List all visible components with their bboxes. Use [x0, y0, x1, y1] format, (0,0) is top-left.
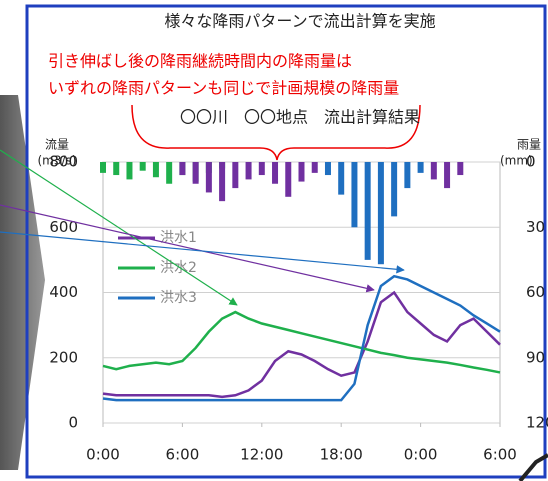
pointer-arrow [0, 149, 238, 306]
y2-tick-label: 0 [526, 153, 536, 171]
rain-bar [113, 162, 120, 176]
legend-label: 洪水3 [160, 290, 197, 306]
rain-bar [298, 162, 305, 182]
rain-bar [338, 162, 345, 195]
pointer-arrow [0, 204, 375, 293]
rain-bar [166, 162, 173, 184]
rain-bar [324, 162, 331, 176]
pointer-arrow [0, 231, 405, 274]
y2-tick-label: 90 [526, 348, 545, 366]
big-arrow [0, 95, 45, 470]
rain-bar [100, 162, 106, 173]
x-tick-label: 0:00 [404, 446, 438, 464]
slide-title: 様々な降雨パターンで流出計算を実施 [164, 12, 435, 31]
rain-bar [351, 162, 358, 228]
series-line [102, 290, 501, 399]
corner-arrow [518, 453, 548, 481]
x-tick-label: 18:00 [320, 446, 363, 464]
x-tick-label: 6:00 [483, 446, 517, 464]
rain-bar [272, 162, 279, 184]
rain-bar [192, 162, 199, 184]
rain-bar [139, 162, 146, 171]
rain-bar [126, 162, 133, 180]
rain-bar [404, 162, 411, 189]
x-tick-label: 0:00 [86, 446, 120, 464]
y-tick-label: 400 [49, 283, 78, 301]
rain-bar [311, 162, 318, 173]
y2-tick-label: 60 [526, 283, 545, 301]
rain-bar [417, 162, 424, 173]
y-tick-label: 200 [49, 348, 78, 366]
y2-axis-title: 雨量 [517, 138, 541, 152]
rain-bar [258, 162, 265, 176]
legend-label: 洪水1 [160, 230, 197, 246]
note: 引き伸ばし後の降雨継続時間内の降雨量は [48, 52, 352, 71]
y-axis-title: 流量 [45, 138, 69, 152]
series-line [102, 310, 501, 374]
rain-bar [377, 162, 384, 265]
rain-bar [430, 162, 437, 180]
rain-bar [391, 162, 398, 217]
y-tick-label: 600 [49, 218, 78, 236]
y-tick-label: 0 [68, 414, 78, 432]
bracket [131, 104, 421, 161]
y2-tick-label: 30 [526, 218, 545, 236]
rain-bar [444, 162, 451, 189]
rain-bar [219, 162, 226, 202]
rain-bar [364, 162, 371, 260]
y2-tick-label: 120 [526, 414, 548, 432]
rain-bar [245, 162, 252, 180]
y-tick-label: 800 [49, 153, 78, 171]
legend-label: 洪水2 [160, 260, 197, 276]
x-tick-label: 12:00 [240, 446, 283, 464]
rain-bar [152, 162, 159, 178]
note: いずれの降雨パターンも同じで計画規模の降雨量 [48, 79, 399, 98]
y2-axis-unit: (mm) [500, 154, 533, 168]
series-line [102, 274, 501, 402]
rain-bar [179, 162, 186, 176]
rain-bar [457, 162, 464, 176]
chart-title: 〇〇川 〇〇地点 流出計算結果 [180, 108, 420, 127]
x-tick-label: 6:00 [166, 446, 200, 464]
rain-bar [232, 162, 239, 189]
rain-bar [285, 162, 292, 197]
frame [25, 4, 547, 479]
y-axis-unit: (m3/s) [38, 154, 77, 168]
rain-bar [205, 162, 212, 193]
